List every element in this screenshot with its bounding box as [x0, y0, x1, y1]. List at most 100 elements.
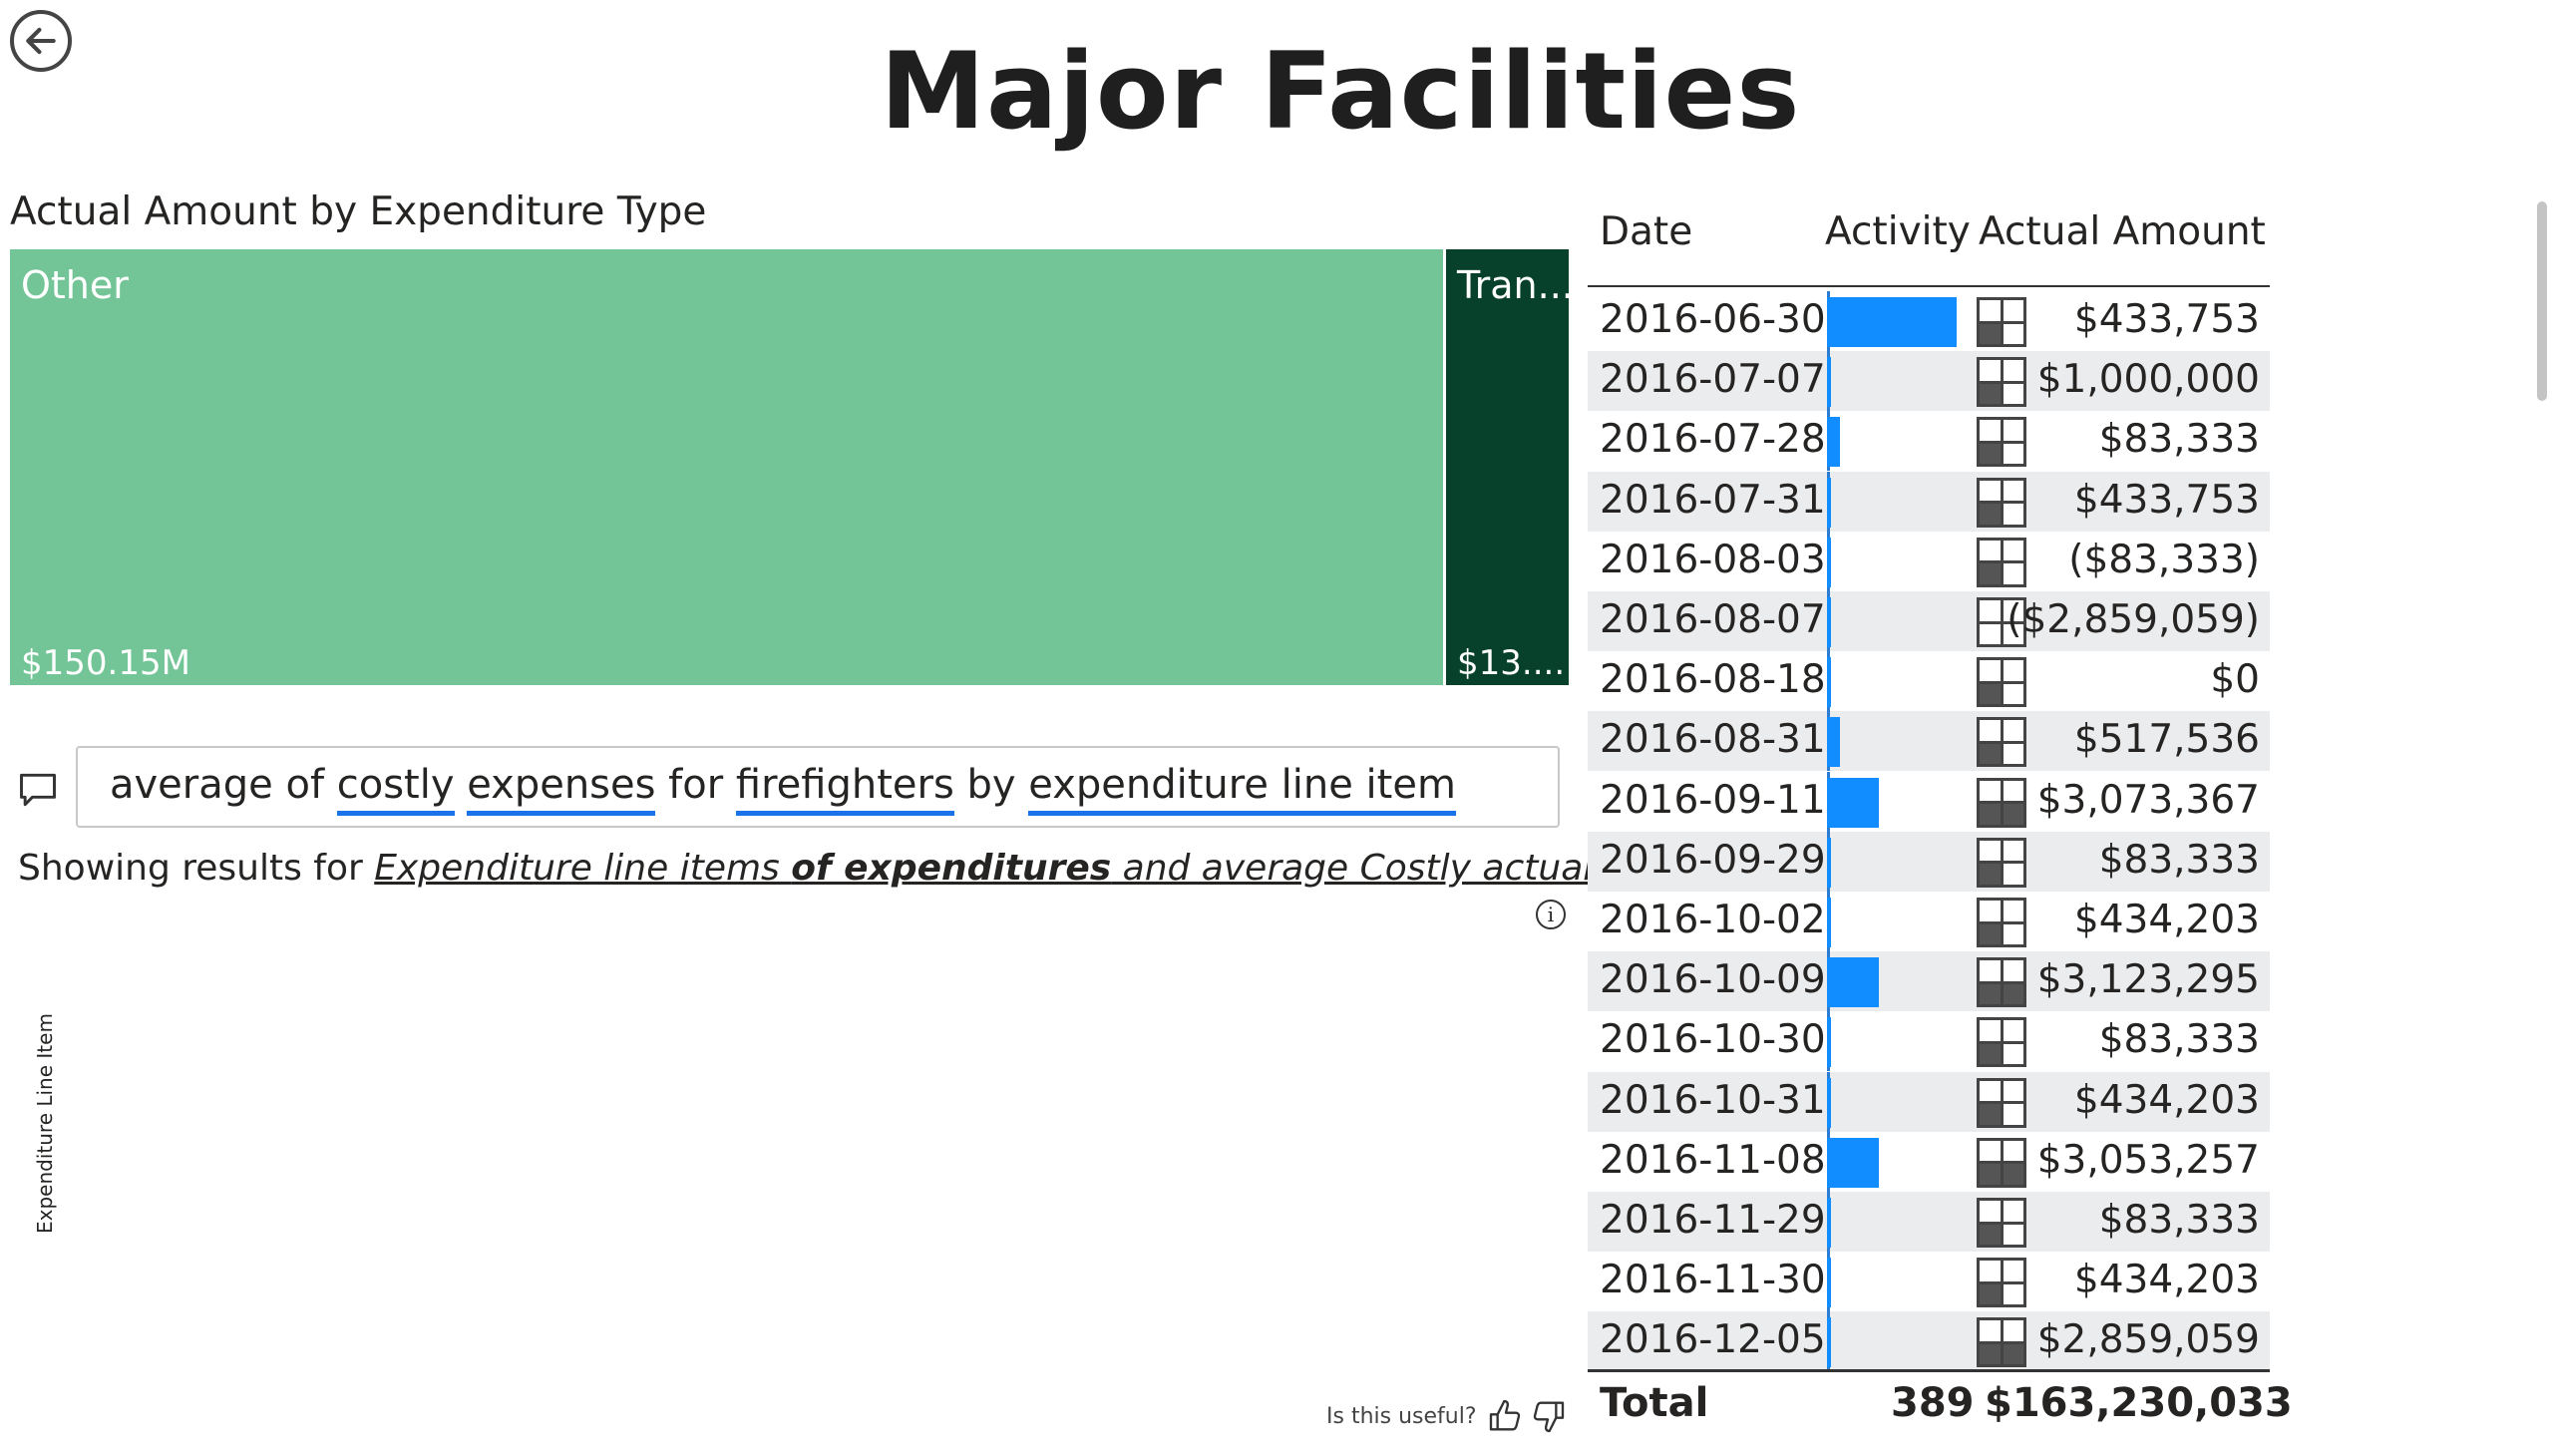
quadrant-grid-icon	[1977, 357, 2026, 408]
activity-bar	[1827, 1198, 1831, 1248]
table-row[interactable]: 2016-12-05 $2,859,059	[1588, 1311, 2270, 1372]
total-activity-count: 389	[1891, 1380, 1975, 1426]
treemap-tile-value: $150.15M	[21, 643, 190, 683]
quadrant-grid-icon	[1977, 777, 2026, 828]
quadrant-grid-icon	[1977, 657, 2026, 708]
qa-restatement-term[interactable]: Expenditure line items	[374, 848, 792, 889]
cell-actual-amount: $83,333	[2098, 1198, 2260, 1243]
table-row[interactable]: 2016-07-07 $1,000,000	[1588, 351, 2270, 412]
activity-bar	[1827, 898, 1831, 947]
activity-bar	[1827, 957, 1879, 1008]
activity-bar	[1827, 477, 1831, 528]
table-row[interactable]: 2016-06-30 $433,753	[1588, 291, 2270, 351]
quadrant-grid-icon	[1977, 537, 2026, 587]
cell-date: 2016-08-07	[1600, 597, 1826, 642]
column-header-actual-amount[interactable]: Actual Amount	[1979, 209, 2266, 254]
cell-date: 2016-06-30	[1600, 297, 1826, 342]
cell-date: 2016-10-30	[1600, 1017, 1826, 1063]
activity-bar	[1827, 1137, 1879, 1188]
quadrant-grid-icon	[1977, 597, 2026, 647]
table-scrollbar[interactable]	[2537, 201, 2547, 401]
treemap-tile-transfer[interactable]: Tran... $13....	[1446, 249, 1569, 685]
table-row[interactable]: 2016-11-30 $434,203	[1588, 1252, 2270, 1312]
cell-actual-amount: ($83,333)	[2068, 537, 2260, 582]
quadrant-grid-icon	[1977, 477, 2026, 528]
activity-bar	[1827, 777, 1879, 828]
total-amount: $163,230,033	[1985, 1380, 2293, 1426]
thumbs-down-icon[interactable]	[1528, 1396, 1568, 1436]
quadrant-grid-icon	[1977, 1137, 2026, 1188]
qa-question-input[interactable]: average of costly expenses for firefight…	[76, 746, 1560, 828]
total-divider	[1588, 1369, 2270, 1372]
treemap-title: Actual Amount by Expenditure Type	[10, 189, 707, 234]
cell-date: 2016-10-02	[1600, 898, 1826, 942]
cell-actual-amount: $517,536	[2073, 717, 2260, 763]
cell-date: 2016-10-09	[1600, 957, 1826, 1003]
treemap-tile-label: Tran...	[1457, 263, 1569, 307]
quadrant-grid-icon	[1977, 1077, 2026, 1128]
table-row[interactable]: 2016-07-31 $433,753	[1588, 471, 2270, 532]
qa-query-text: average of costly expenses for firefight…	[110, 762, 1456, 816]
qa-query-word: average of	[110, 762, 337, 808]
treemap-tile-value: $13....	[1457, 643, 1566, 683]
cell-date: 2016-08-31	[1600, 717, 1826, 763]
column-header-activity[interactable]: Activity	[1825, 209, 1971, 254]
treemap-tile-other[interactable]: Other $150.15M	[10, 249, 1443, 685]
qa-restatement-term[interactable]: of expenditures	[791, 848, 1112, 889]
quadrant-grid-icon	[1977, 1198, 2026, 1248]
activity-bar	[1827, 717, 1840, 768]
table-row[interactable]: 2016-10-30 $83,333	[1588, 1011, 2270, 1072]
table-row[interactable]: 2016-09-29 $83,333	[1588, 831, 2270, 892]
table-row[interactable]: 2016-08-31 $517,536	[1588, 711, 2270, 772]
cell-date: 2016-11-08	[1600, 1137, 1826, 1183]
total-label: Total	[1600, 1380, 1709, 1426]
column-header-date[interactable]: Date	[1600, 209, 1693, 254]
cell-date: 2016-08-18	[1600, 657, 1826, 703]
table-row[interactable]: 2016-11-08 $3,053,257	[1588, 1131, 2270, 1192]
table-row[interactable]: 2016-08-03 ($83,333)	[1588, 531, 2270, 591]
thumbs-up-icon[interactable]	[1486, 1396, 1526, 1436]
quadrant-grid-icon	[1977, 957, 2026, 1008]
activity-bar	[1827, 357, 1831, 408]
cell-date: 2016-08-03	[1600, 537, 1826, 582]
activity-bar	[1827, 297, 1957, 347]
table-row[interactable]: 2016-08-07 ($2,859,059)	[1588, 591, 2270, 651]
cell-actual-amount: ($2,859,059)	[2006, 597, 2260, 642]
quadrant-grid-icon	[1977, 898, 2026, 947]
table-row[interactable]: 2016-10-02 $434,203	[1588, 892, 2270, 951]
activity-bar	[1827, 1077, 1831, 1128]
table-row[interactable]: 2016-10-09 $3,123,295	[1588, 951, 2270, 1012]
table-row[interactable]: 2016-11-29 $83,333	[1588, 1192, 2270, 1252]
qa-recognized-term: firefighters	[735, 762, 954, 816]
quadrant-grid-icon	[1977, 417, 2026, 468]
cell-actual-amount: $2,859,059	[2036, 1317, 2260, 1363]
back-button[interactable]	[10, 10, 72, 72]
cell-actual-amount: $433,753	[2073, 297, 2260, 342]
quadrant-grid-icon	[1977, 297, 2026, 347]
activity-bar	[1827, 657, 1831, 708]
table-row[interactable]: 2016-09-11 $3,073,367	[1588, 771, 2270, 832]
cell-date: 2016-09-11	[1600, 777, 1826, 823]
quadrant-grid-icon	[1977, 717, 2026, 768]
cell-date: 2016-10-31	[1600, 1077, 1826, 1123]
activity-bar	[1827, 837, 1831, 888]
feedback-prompt: Is this useful?	[1326, 1404, 1477, 1429]
activity-bar	[1827, 1317, 1831, 1368]
cell-date: 2016-07-07	[1600, 357, 1826, 403]
cell-actual-amount: $3,073,367	[2036, 777, 2260, 823]
cell-actual-amount: $434,203	[2073, 1077, 2260, 1123]
cell-actual-amount: $434,203	[2073, 1258, 2260, 1303]
qa-query-word: for	[655, 762, 736, 808]
quadrant-grid-icon	[1977, 1017, 2026, 1068]
cell-actual-amount: $83,333	[2098, 417, 2260, 463]
y-axis-label: Expenditure Line Item	[33, 1013, 57, 1234]
table-row[interactable]: 2016-08-18 $0	[1588, 651, 2270, 712]
cell-date: 2016-09-29	[1600, 837, 1826, 883]
activity-bar	[1827, 417, 1840, 468]
table-row[interactable]: 2016-10-31 $434,203	[1588, 1071, 2270, 1132]
chat-bubble-icon	[20, 773, 56, 807]
table-row[interactable]: 2016-07-28 $83,333	[1588, 411, 2270, 472]
cell-date: 2016-07-28	[1600, 417, 1826, 463]
cell-actual-amount: $3,123,295	[2036, 957, 2260, 1003]
info-icon[interactable]: i	[1536, 900, 1566, 929]
